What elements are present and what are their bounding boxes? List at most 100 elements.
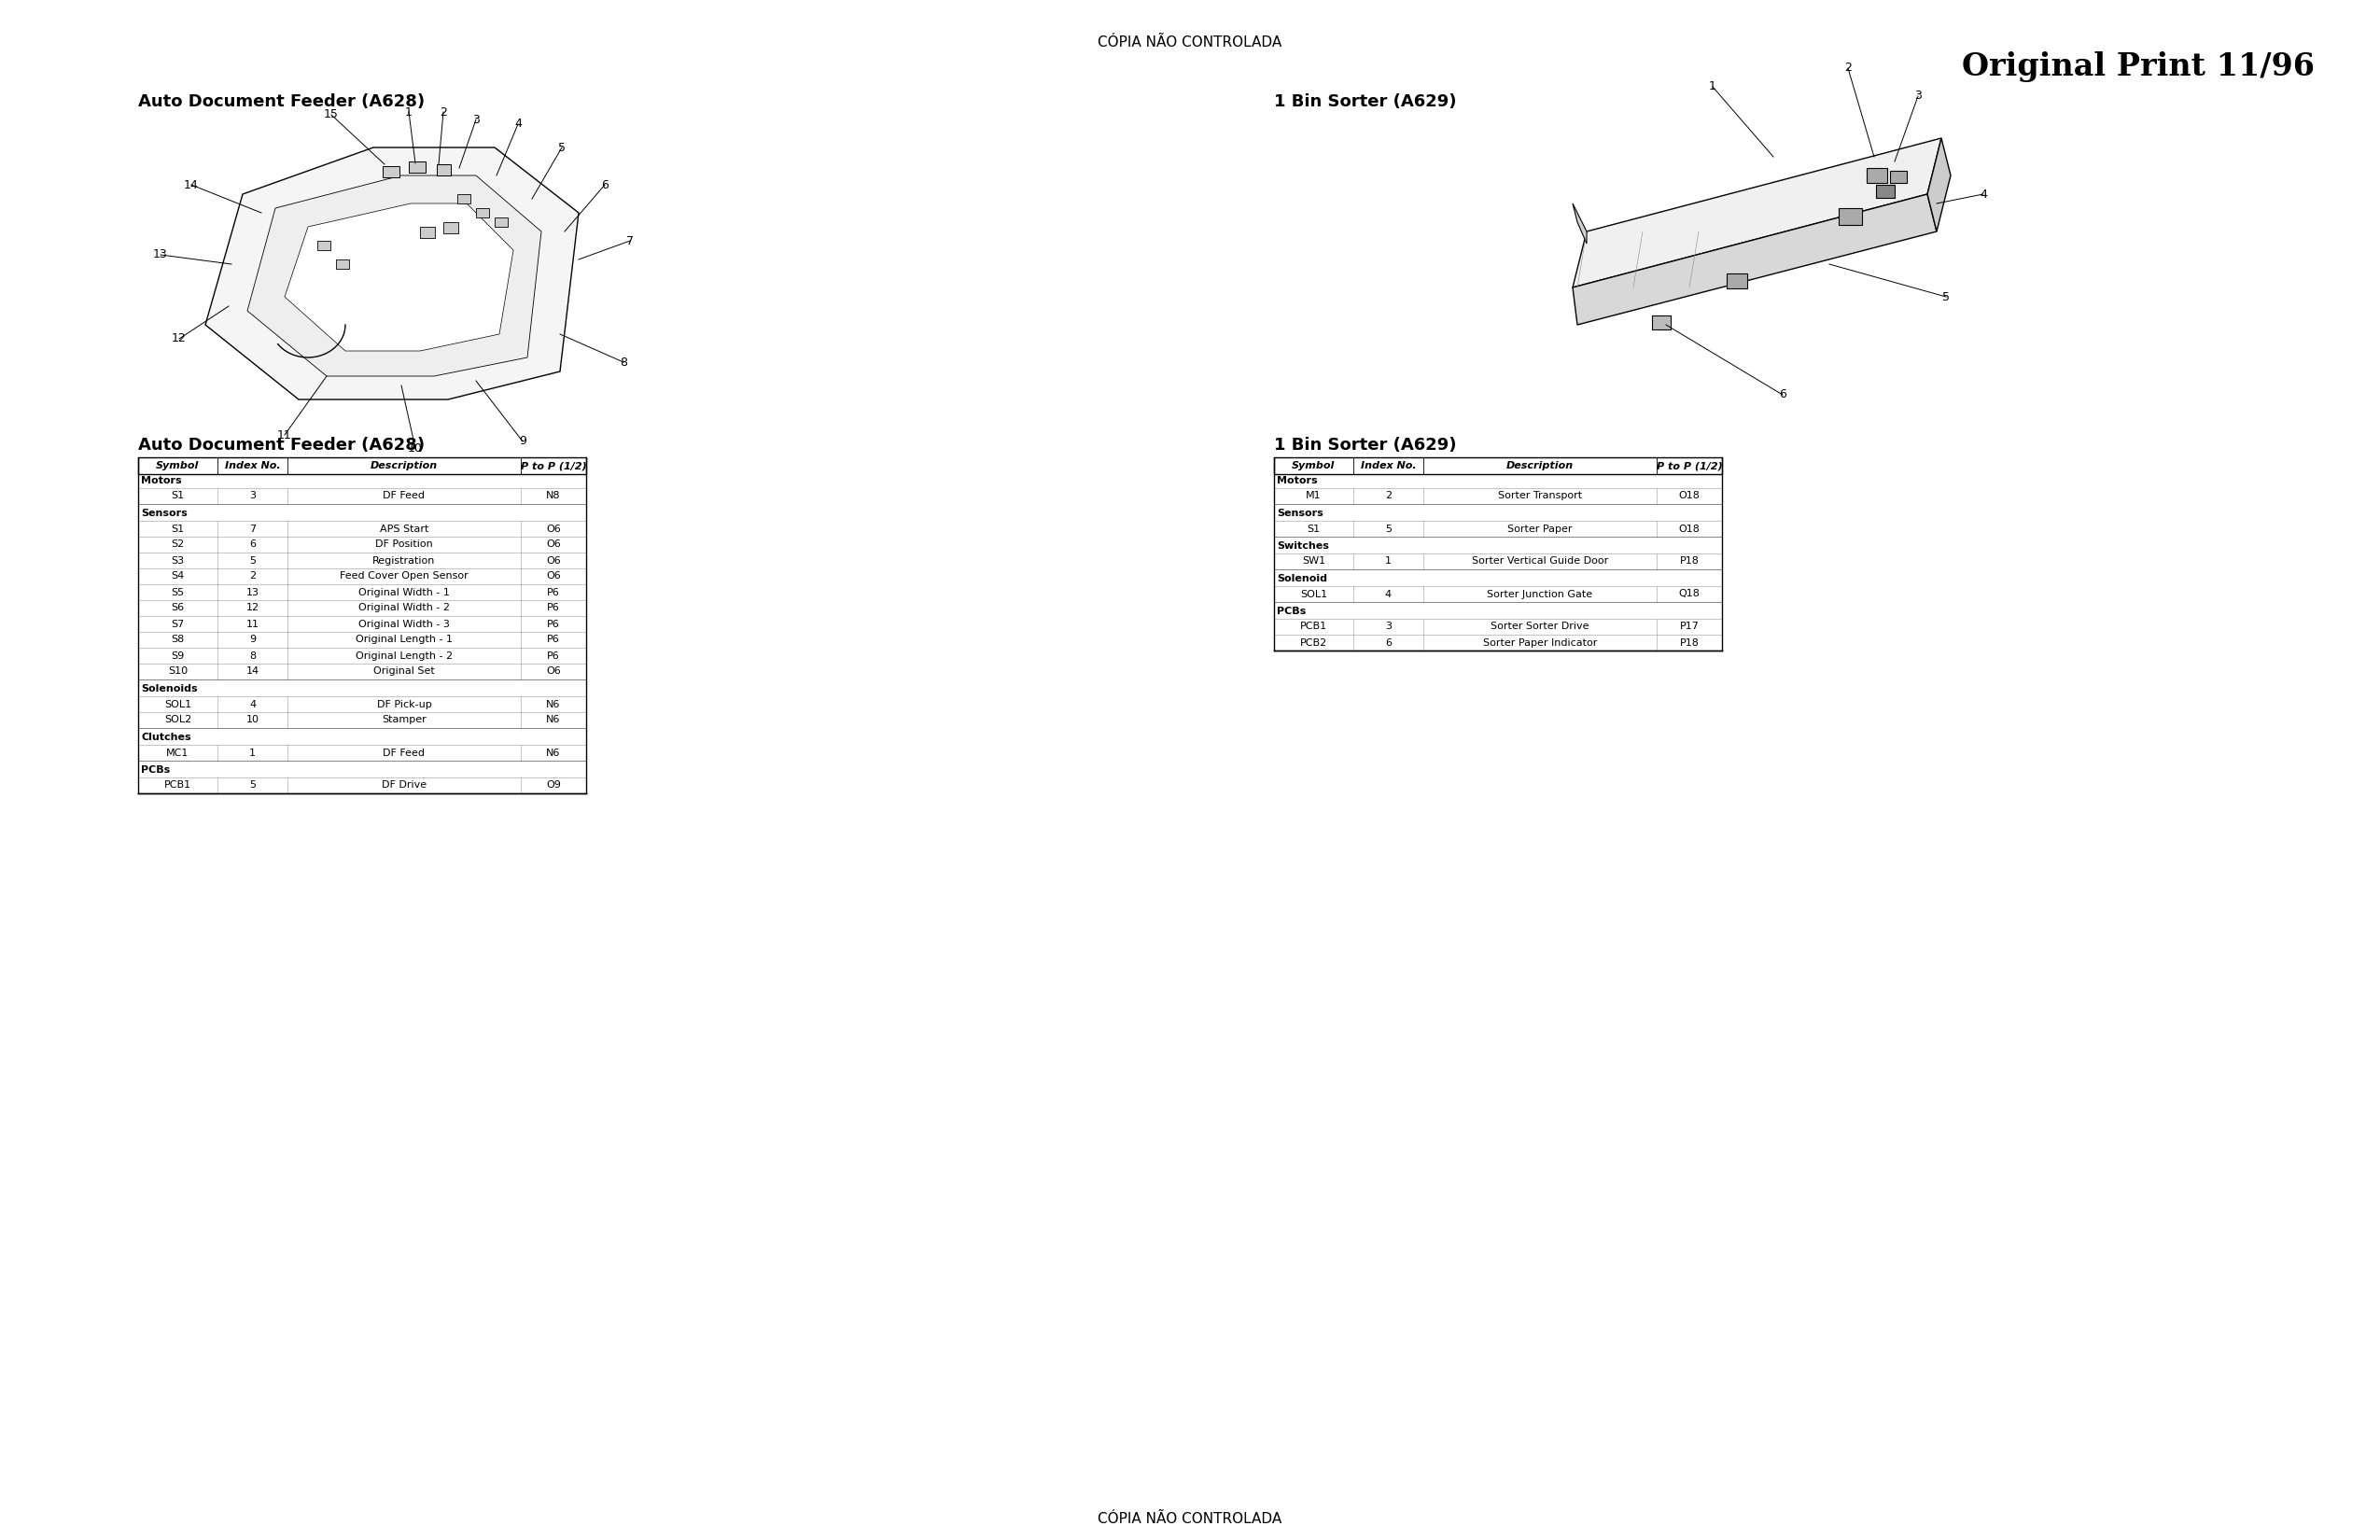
Text: Original Width - 2: Original Width - 2 xyxy=(359,604,450,613)
Text: APS Start: APS Start xyxy=(381,524,428,533)
Polygon shape xyxy=(248,176,540,376)
Text: Switches: Switches xyxy=(1276,542,1328,551)
Text: M1: M1 xyxy=(1307,491,1321,500)
Text: Auto Document Feeder (A628): Auto Document Feeder (A628) xyxy=(138,94,424,111)
Text: P to P (1/2): P to P (1/2) xyxy=(1656,460,1723,470)
Text: S2: S2 xyxy=(171,541,186,550)
Text: DF Drive: DF Drive xyxy=(381,781,426,790)
Text: 12: 12 xyxy=(245,604,259,613)
Text: P17: P17 xyxy=(1680,622,1699,631)
Text: P6: P6 xyxy=(547,604,559,613)
Text: Feed Cover Open Sensor: Feed Cover Open Sensor xyxy=(340,571,469,581)
Text: Sorter Junction Gate: Sorter Junction Gate xyxy=(1488,590,1592,599)
Text: PCBs: PCBs xyxy=(140,765,169,775)
Text: 3: 3 xyxy=(1914,89,1921,102)
Text: Registration: Registration xyxy=(374,556,436,565)
Bar xyxy=(1840,208,1861,225)
Text: Original Width - 3: Original Width - 3 xyxy=(359,619,450,628)
Text: 1: 1 xyxy=(250,748,255,758)
Text: 5: 5 xyxy=(250,556,255,565)
Polygon shape xyxy=(1573,203,1587,243)
Bar xyxy=(457,194,471,203)
Text: 11: 11 xyxy=(278,428,293,440)
Text: 12: 12 xyxy=(171,333,186,345)
Text: S8: S8 xyxy=(171,634,186,644)
Text: Original Set: Original Set xyxy=(374,667,436,676)
Text: O6: O6 xyxy=(545,667,562,676)
Text: O6: O6 xyxy=(545,571,562,581)
Text: 4: 4 xyxy=(250,699,255,708)
Text: S9: S9 xyxy=(171,651,186,661)
Text: 14: 14 xyxy=(183,179,198,191)
Text: P6: P6 xyxy=(547,619,559,628)
Text: S1: S1 xyxy=(171,524,183,533)
Text: 5: 5 xyxy=(1942,291,1949,303)
Text: Original Length - 2: Original Length - 2 xyxy=(355,651,452,661)
Text: 2: 2 xyxy=(1844,62,1852,74)
Text: DF Pick-up: DF Pick-up xyxy=(376,699,431,708)
Text: Motors: Motors xyxy=(140,476,181,485)
Text: Motors: Motors xyxy=(1276,476,1319,485)
Text: 5: 5 xyxy=(250,781,255,790)
Bar xyxy=(1890,171,1906,183)
Text: S1: S1 xyxy=(1307,524,1321,533)
Text: 10: 10 xyxy=(407,442,424,454)
Text: PCB1: PCB1 xyxy=(164,781,190,790)
Text: 4: 4 xyxy=(514,119,521,131)
Text: 1: 1 xyxy=(1709,80,1716,92)
Text: Solenoid: Solenoid xyxy=(1276,574,1328,584)
Text: Solenoids: Solenoids xyxy=(140,684,198,693)
Text: 8: 8 xyxy=(250,651,255,661)
Text: DF Feed: DF Feed xyxy=(383,748,426,758)
Text: S5: S5 xyxy=(171,588,183,598)
Text: 1: 1 xyxy=(1385,557,1392,567)
Text: 6: 6 xyxy=(250,541,255,550)
Text: O18: O18 xyxy=(1678,524,1699,533)
Text: 4: 4 xyxy=(1980,188,1987,200)
Text: 10: 10 xyxy=(245,716,259,725)
Text: Sensors: Sensors xyxy=(140,508,188,517)
Text: 3: 3 xyxy=(471,114,481,126)
Text: P6: P6 xyxy=(547,634,559,644)
Bar xyxy=(138,457,585,474)
Bar xyxy=(409,162,426,172)
Text: 9: 9 xyxy=(250,634,255,644)
Bar xyxy=(495,217,507,226)
Text: DF Position: DF Position xyxy=(376,541,433,550)
Bar xyxy=(383,166,400,177)
Text: PCBs: PCBs xyxy=(1276,607,1307,616)
Text: N8: N8 xyxy=(547,491,562,500)
Text: 7: 7 xyxy=(626,234,633,246)
Text: N6: N6 xyxy=(547,748,562,758)
Text: 2: 2 xyxy=(440,106,447,119)
Text: O6: O6 xyxy=(545,541,562,550)
Text: 7: 7 xyxy=(250,524,255,533)
Polygon shape xyxy=(1573,139,1942,288)
Bar xyxy=(1866,168,1887,183)
Text: Original Length - 1: Original Length - 1 xyxy=(355,634,452,644)
Text: Sorter Transport: Sorter Transport xyxy=(1497,491,1583,500)
Bar xyxy=(1652,316,1671,330)
Text: SOL1: SOL1 xyxy=(164,699,190,708)
Text: P6: P6 xyxy=(547,651,559,661)
Text: SOL1: SOL1 xyxy=(1299,590,1328,599)
Text: S10: S10 xyxy=(169,667,188,676)
Text: 11: 11 xyxy=(245,619,259,628)
Bar xyxy=(443,222,459,234)
Text: Stamper: Stamper xyxy=(381,716,426,725)
Text: P18: P18 xyxy=(1680,557,1699,567)
Text: MC1: MC1 xyxy=(167,748,188,758)
Text: 6: 6 xyxy=(602,179,609,191)
Text: Original Width - 1: Original Width - 1 xyxy=(359,588,450,598)
Text: 1 Bin Sorter (A629): 1 Bin Sorter (A629) xyxy=(1273,94,1457,111)
Text: Sorter Sorter Drive: Sorter Sorter Drive xyxy=(1490,622,1590,631)
Bar xyxy=(419,226,436,239)
Text: 4: 4 xyxy=(1385,590,1392,599)
Text: Symbol: Symbol xyxy=(1292,460,1335,470)
Text: 9: 9 xyxy=(519,436,526,448)
Bar xyxy=(1875,185,1894,197)
Bar xyxy=(438,165,450,176)
Text: S1: S1 xyxy=(171,491,183,500)
Text: P18: P18 xyxy=(1680,638,1699,647)
Text: 5: 5 xyxy=(1385,524,1392,533)
